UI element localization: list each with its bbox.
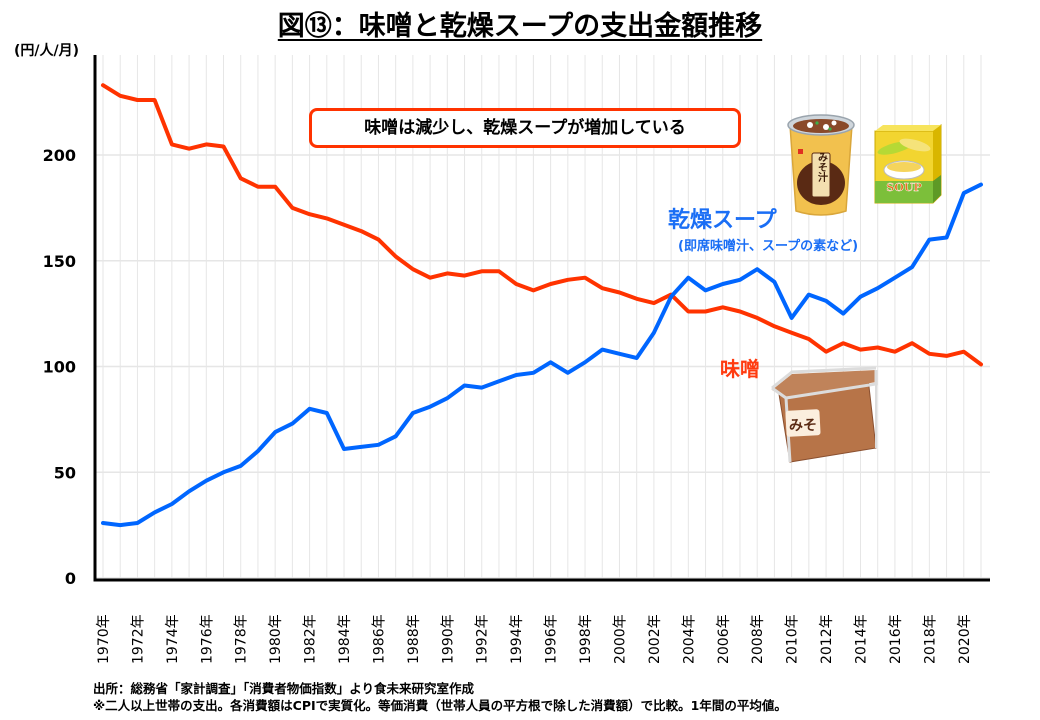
- x-tick-label: 1982年: [303, 614, 319, 664]
- x-tick-label: 2020年: [957, 614, 973, 664]
- x-tick-label: 2018年: [922, 614, 938, 664]
- source-note: 出所：総務省「家計調査」「消費者物価指数」より食未来研究室作成 ※二人以上世帯の…: [93, 680, 787, 714]
- x-tick-label: 1988年: [406, 614, 422, 664]
- x-tick-label: 1974年: [165, 614, 181, 664]
- x-tick-label: 2014年: [853, 614, 869, 664]
- x-tick-label: 1990年: [440, 614, 456, 664]
- y-tick-label: 50: [54, 463, 76, 482]
- chart-title: 図⑬：味噌と乾燥スープの支出金額推移: [0, 4, 1040, 43]
- miso-soup-cup-illustration: みそ汁: [787, 114, 855, 216]
- x-tick-label: 1984年: [337, 614, 353, 664]
- series-label-soup: 乾燥スープ: [668, 208, 777, 233]
- x-tick-label: 2016年: [888, 614, 904, 664]
- x-tick-label: 1980年: [268, 614, 284, 664]
- x-tick-label: 1986年: [371, 614, 387, 664]
- x-tick-label: 1996年: [544, 614, 560, 664]
- series-label-miso: 味噌: [720, 357, 760, 381]
- x-tick-label: 1994年: [509, 614, 525, 664]
- x-tick-label: 2002年: [647, 614, 663, 664]
- x-tick-label: 1992年: [475, 614, 491, 664]
- cup-label-text: みそ汁: [816, 152, 828, 183]
- y-tick-label: 100: [43, 358, 76, 377]
- x-tick-label: 2010年: [785, 614, 801, 664]
- source-line-2: ※二人以上世帯の支出。各消費額はCPIで実質化。等価消費（世帯人員の平方根で除し…: [93, 698, 787, 713]
- x-tick-label: 2012年: [819, 614, 835, 664]
- callout-box: 味噌は減少し、乾燥スープが増加している: [309, 108, 741, 148]
- y-tick-label: 0: [65, 569, 76, 588]
- y-axis-ticks: 0 50 100 150 200: [43, 146, 76, 588]
- miso-tub-illustration: みそ: [771, 366, 878, 463]
- x-tick-label: 1998年: [578, 614, 594, 664]
- miso-tub-label-text: みそ: [789, 418, 817, 434]
- y-axis-unit-label: (円/人/月): [14, 43, 80, 59]
- x-tick-label: 1978年: [234, 614, 250, 664]
- y-tick-label: 200: [43, 146, 76, 165]
- x-axis-ticks: 1970年 1972年 1974年 1976年 1978年 1980年 1982年 1984年…: [96, 614, 973, 664]
- x-tick-label: 2006年: [716, 614, 732, 664]
- x-tick-label: 2008年: [750, 614, 766, 664]
- series-line-soup: [101, 182, 983, 528]
- x-tick-label: 2000年: [612, 614, 628, 664]
- series-group: [101, 83, 983, 528]
- source-line-1: 出所：総務省「家計調査」「消費者物価指数」より食未来研究室作成: [93, 681, 475, 696]
- series-line-miso: [101, 83, 983, 367]
- x-tick-label: 1972年: [130, 614, 146, 664]
- x-tick-label: 1976年: [199, 614, 215, 664]
- x-tick-label: 1970年: [96, 614, 112, 664]
- soup-box-label-text: SOUP: [886, 181, 921, 194]
- series-sublabel-soup: (即席味噌汁、スープの素など): [678, 239, 859, 254]
- y-tick-label: 150: [43, 252, 76, 271]
- x-tick-label: 2004年: [681, 614, 697, 664]
- soup-box-illustration: SOUP: [874, 124, 942, 204]
- chart-title-text: 図⑬：味噌と乾燥スープの支出金額推移: [277, 11, 763, 42]
